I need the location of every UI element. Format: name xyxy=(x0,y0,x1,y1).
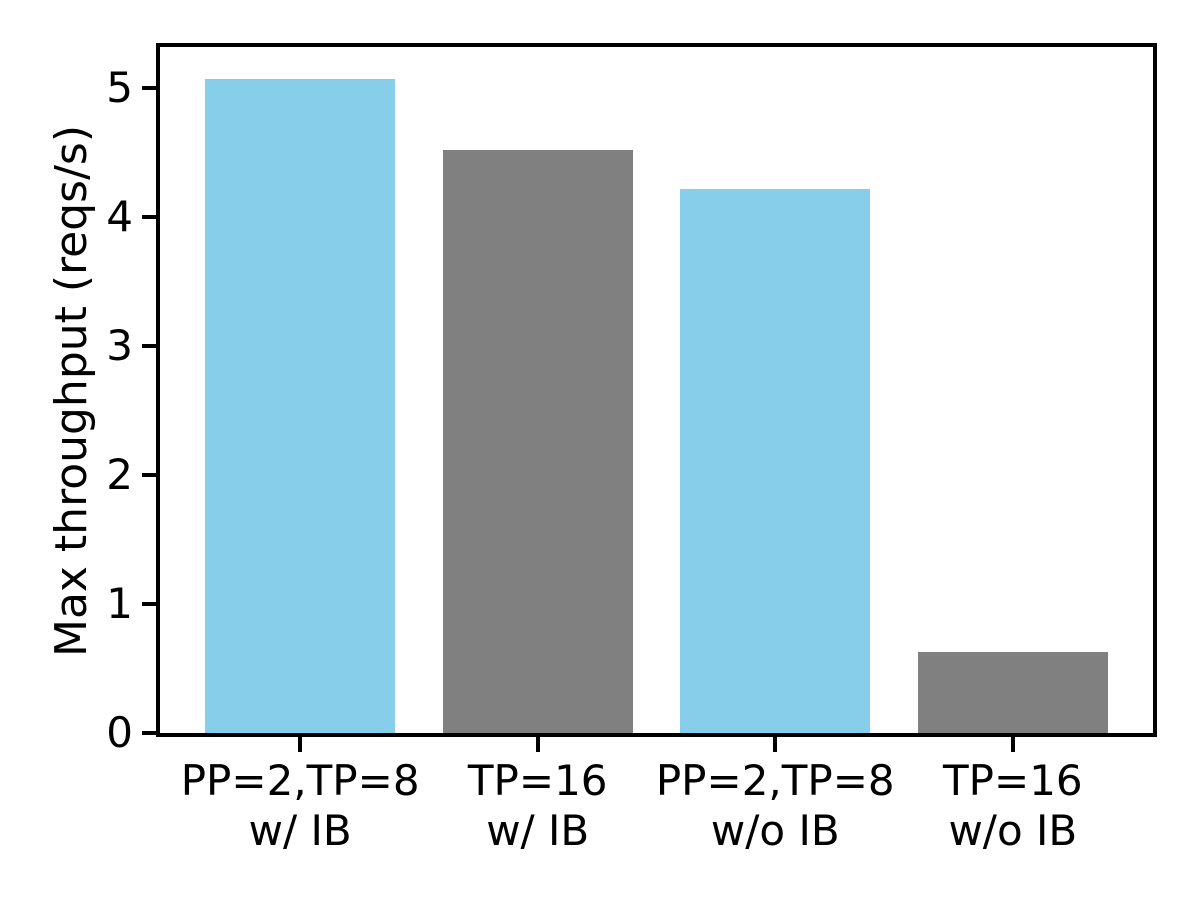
y-tick-label: 2 xyxy=(106,450,133,500)
x-tick-label-line: w/ IB xyxy=(248,806,352,855)
x-tick-label-line: TP=16 xyxy=(943,756,1083,805)
bar-3 xyxy=(917,651,1108,733)
x-tick-label: PP=2,TP=8 w/ IB xyxy=(150,756,450,856)
y-tick-label: 1 xyxy=(106,579,133,629)
plot-area xyxy=(160,47,1153,733)
y-tick-mark xyxy=(142,731,157,735)
y-tick-label: 0 xyxy=(106,708,133,757)
y-axis-label: Max throughput (reqs/s) xyxy=(46,124,97,658)
x-tick-label-line: TP=16 xyxy=(467,756,608,805)
x-tick-label: PP=2,TP=8 w/o IB xyxy=(625,756,925,856)
x-tick-label-line: w/o IB xyxy=(710,806,840,855)
x-tick-mark xyxy=(1010,737,1015,752)
x-tick-label: TP=16 w/ IB xyxy=(388,756,688,856)
bar-1 xyxy=(442,150,633,733)
y-tick-mark xyxy=(142,602,157,607)
x-tick-mark xyxy=(298,737,303,752)
y-tick-mark xyxy=(142,344,157,349)
y-tick-mark xyxy=(142,86,157,91)
x-tick-label-line: w/ IB xyxy=(486,806,590,855)
bar-2 xyxy=(680,188,871,733)
x-tick-label: TP=16 w/o IB xyxy=(863,756,1163,856)
y-tick-mark xyxy=(142,473,157,478)
x-tick-label-line: PP=2,TP=8 xyxy=(180,756,420,805)
y-tick-mark xyxy=(142,215,157,220)
x-tick-mark xyxy=(773,737,778,752)
bar-0 xyxy=(205,79,396,733)
y-tick-label: 3 xyxy=(106,321,133,371)
x-tick-label-line: PP=2,TP=8 xyxy=(655,756,895,805)
x-tick-label-line: w/o IB xyxy=(948,806,1078,855)
x-tick-mark xyxy=(535,737,540,752)
y-tick-label: 5 xyxy=(106,63,133,113)
y-tick-label: 4 xyxy=(106,192,133,242)
